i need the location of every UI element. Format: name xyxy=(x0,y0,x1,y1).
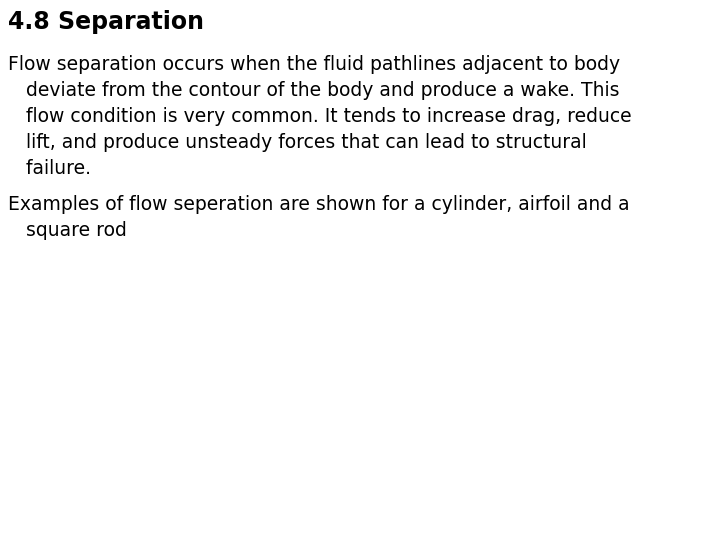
Text: flow condition is very common. It tends to increase drag, reduce: flow condition is very common. It tends … xyxy=(8,107,631,126)
Text: failure.: failure. xyxy=(8,159,91,178)
Text: square rod: square rod xyxy=(8,221,127,240)
Text: 4.8 Separation: 4.8 Separation xyxy=(8,10,204,34)
Text: Flow separation occurs when the fluid pathlines adjacent to body: Flow separation occurs when the fluid pa… xyxy=(8,55,620,74)
Text: lift, and produce unsteady forces that can lead to structural: lift, and produce unsteady forces that c… xyxy=(8,133,587,152)
Text: deviate from the contour of the body and produce a wake. This: deviate from the contour of the body and… xyxy=(8,81,619,100)
Text: Examples of flow seperation are shown for a cylinder, airfoil and a: Examples of flow seperation are shown fo… xyxy=(8,195,629,214)
